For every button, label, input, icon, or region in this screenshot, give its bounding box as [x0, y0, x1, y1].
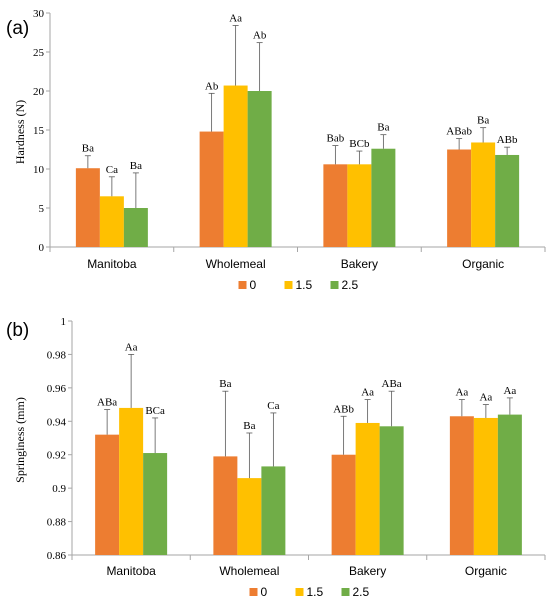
significance-label: BCa [145, 405, 165, 417]
significance-label: ABa [382, 378, 402, 390]
significance-label: Ba [130, 160, 142, 172]
y-tick-label: 5 [39, 203, 45, 215]
significance-label: Aa [229, 12, 242, 24]
x-category-label: Organic [462, 257, 504, 271]
y-tick-label: 0 [39, 242, 45, 254]
significance-label: ABb [497, 134, 518, 146]
bar [355, 422, 380, 555]
significance-label: Aa [125, 341, 138, 353]
x-category-label: Wholemeal [219, 564, 279, 578]
legend-label: 2.5 [353, 585, 370, 599]
bar [75, 168, 100, 247]
bar [199, 131, 224, 247]
bar [99, 196, 124, 247]
bar [449, 416, 474, 555]
significance-label: Ba [219, 378, 231, 390]
bar [261, 466, 286, 555]
y-tick-label: 0.86 [47, 550, 67, 562]
legend-label: 0 [261, 585, 268, 599]
bar [447, 149, 472, 247]
significance-label: Aa [361, 387, 374, 399]
legend-label: 0 [250, 278, 257, 292]
significance-label: Ba [477, 115, 489, 127]
bar [95, 434, 120, 555]
bar [123, 208, 148, 247]
legend-swatch [330, 281, 339, 289]
x-category-label: Manitoba [106, 564, 156, 578]
y-tick-label: 0.94 [47, 416, 67, 428]
x-category-label: Bakery [341, 257, 378, 271]
bar [379, 426, 404, 555]
y-tick-label: 0.92 [47, 450, 66, 462]
significance-label: ABa [97, 397, 117, 409]
significance-label: Ba [243, 420, 255, 432]
y-tick-label: 1 [61, 316, 67, 328]
x-category-label: Bakery [349, 564, 386, 578]
legend-label: 1.5 [307, 585, 324, 599]
bar [223, 85, 248, 247]
significance-label: Aa [479, 392, 492, 404]
x-category-label: Manitoba [87, 257, 137, 271]
panel-label-b: (b) [6, 320, 29, 341]
bar [371, 148, 396, 247]
significance-label: Aa [455, 387, 468, 399]
y-tick-label: 0.96 [47, 383, 67, 395]
y-tick-label: 0.88 [47, 517, 67, 529]
significance-label: BCb [349, 138, 370, 150]
bar [119, 407, 144, 555]
x-category-label: Wholemeal [206, 257, 266, 271]
bar [471, 142, 496, 247]
legend-swatch [238, 281, 247, 289]
bar [495, 154, 520, 247]
significance-label: Ba [82, 143, 94, 155]
legend-label: 1.5 [296, 278, 313, 292]
y-tick-label: 0.98 [47, 349, 67, 361]
bar [473, 417, 498, 555]
panel-label-a: (a) [6, 18, 29, 39]
significance-label: Ba [377, 122, 389, 134]
y-tick-label: 10 [33, 164, 45, 176]
bar [143, 453, 168, 555]
legend-swatch [249, 588, 258, 596]
bar [323, 164, 348, 247]
significance-label: Bab [327, 133, 345, 145]
y-axis-label-springiness: Springiness (mm) [13, 397, 27, 483]
significance-label: Ca [106, 164, 118, 176]
bar [347, 164, 372, 247]
legend-swatch [284, 281, 293, 289]
legend-swatch [341, 588, 350, 596]
y-tick-label: 25 [33, 47, 45, 59]
significance-label: Aa [503, 385, 516, 397]
y-tick-label: 15 [33, 125, 45, 137]
bar [497, 414, 522, 555]
significance-label: Ca [267, 400, 279, 412]
legend-label: 2.5 [342, 278, 359, 292]
legend-swatch [295, 588, 304, 596]
bar [331, 454, 356, 555]
x-category-label: Organic [465, 564, 507, 578]
bar [213, 456, 238, 555]
significance-label: Ab [253, 30, 267, 42]
y-tick-label: 20 [33, 86, 45, 98]
y-axis-label-hardness: Hardness (N) [13, 100, 27, 164]
y-tick-label: 0.9 [52, 483, 66, 495]
significance-label: ABab [446, 126, 472, 138]
bar [247, 91, 272, 247]
significance-label: Ab [205, 80, 219, 92]
y-tick-label: 30 [33, 8, 45, 20]
bar [237, 478, 262, 555]
significance-label: ABb [333, 403, 354, 415]
